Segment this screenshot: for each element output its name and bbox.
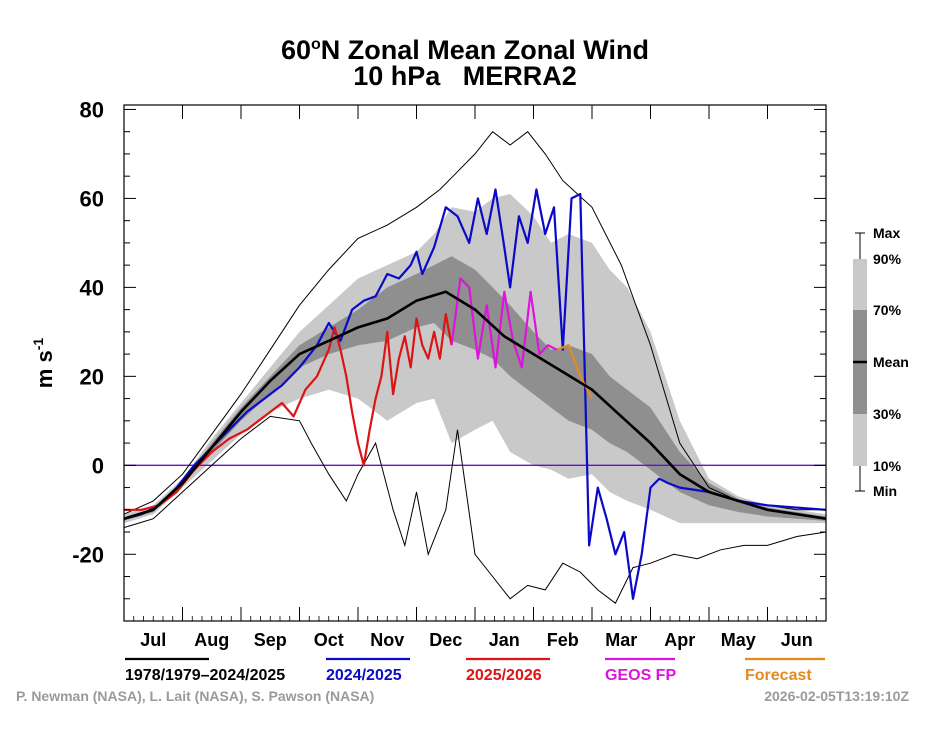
x-tick-label: Apr [664, 630, 695, 650]
series-geos-fp-line [450, 277, 558, 369]
y-tick-label: 0 [92, 453, 104, 478]
legend-label: Forecast [745, 667, 812, 684]
x-tick-label: Sep [254, 630, 287, 650]
x-tick-label: Jun [781, 630, 813, 650]
colorbar-label: Max [873, 225, 900, 241]
legend-label: 1978/1979–2024/2025 [125, 667, 285, 684]
y-tick-label: -20 [72, 542, 104, 567]
y-tick-label: 80 [80, 97, 104, 122]
colorbar-label: 30% [873, 406, 902, 422]
colorbar-70-90 [853, 259, 867, 310]
band-10-90 [124, 194, 826, 524]
band-30-70 [124, 256, 826, 521]
x-tick-label: Jul [140, 630, 166, 650]
colorbar-label: Min [873, 483, 897, 499]
series-max-line [123, 131, 826, 515]
y-tick-label: 60 [80, 186, 104, 211]
x-tick-label: Mar [605, 630, 637, 650]
chart-subtitle: 10 hPa MERRA2 [353, 61, 577, 91]
chart-title: 60oN Zonal Mean Zonal Wind [280, 35, 650, 65]
series-2024-2025-line [123, 188, 827, 600]
x-tick-label: Aug [194, 630, 229, 650]
y-axis-label: m s-1 [30, 338, 57, 389]
series-2025-2026-line [124, 313, 453, 511]
x-tick-label: Oct [314, 630, 344, 650]
colorbar-label: 10% [873, 458, 902, 474]
x-tick-label: Dec [429, 630, 462, 650]
legend-label: 2024/2025 [326, 667, 402, 684]
y-tick-label: 20 [80, 364, 104, 389]
colorbar-label: Mean [873, 354, 909, 370]
legend-label: 2025/2026 [466, 667, 542, 684]
x-tick-label: May [721, 630, 756, 650]
x-tick-label: Jan [489, 630, 520, 650]
colorbar-label: 70% [873, 302, 902, 318]
legend-label: GEOS FP [605, 667, 676, 684]
colorbar-10-30 [853, 414, 867, 466]
series-mean-line [123, 290, 827, 520]
credit-authors: P. Newman (NASA), L. Lait (NASA), S. Paw… [16, 688, 375, 704]
colorbar-label: 90% [873, 251, 902, 267]
x-tick-label: Feb [547, 630, 579, 650]
y-tick-label: 40 [80, 275, 104, 300]
credit-timestamp: 2026-02-05T13:19:10Z [764, 688, 909, 704]
x-tick-label: Nov [370, 630, 404, 650]
series-min-line [123, 415, 827, 604]
